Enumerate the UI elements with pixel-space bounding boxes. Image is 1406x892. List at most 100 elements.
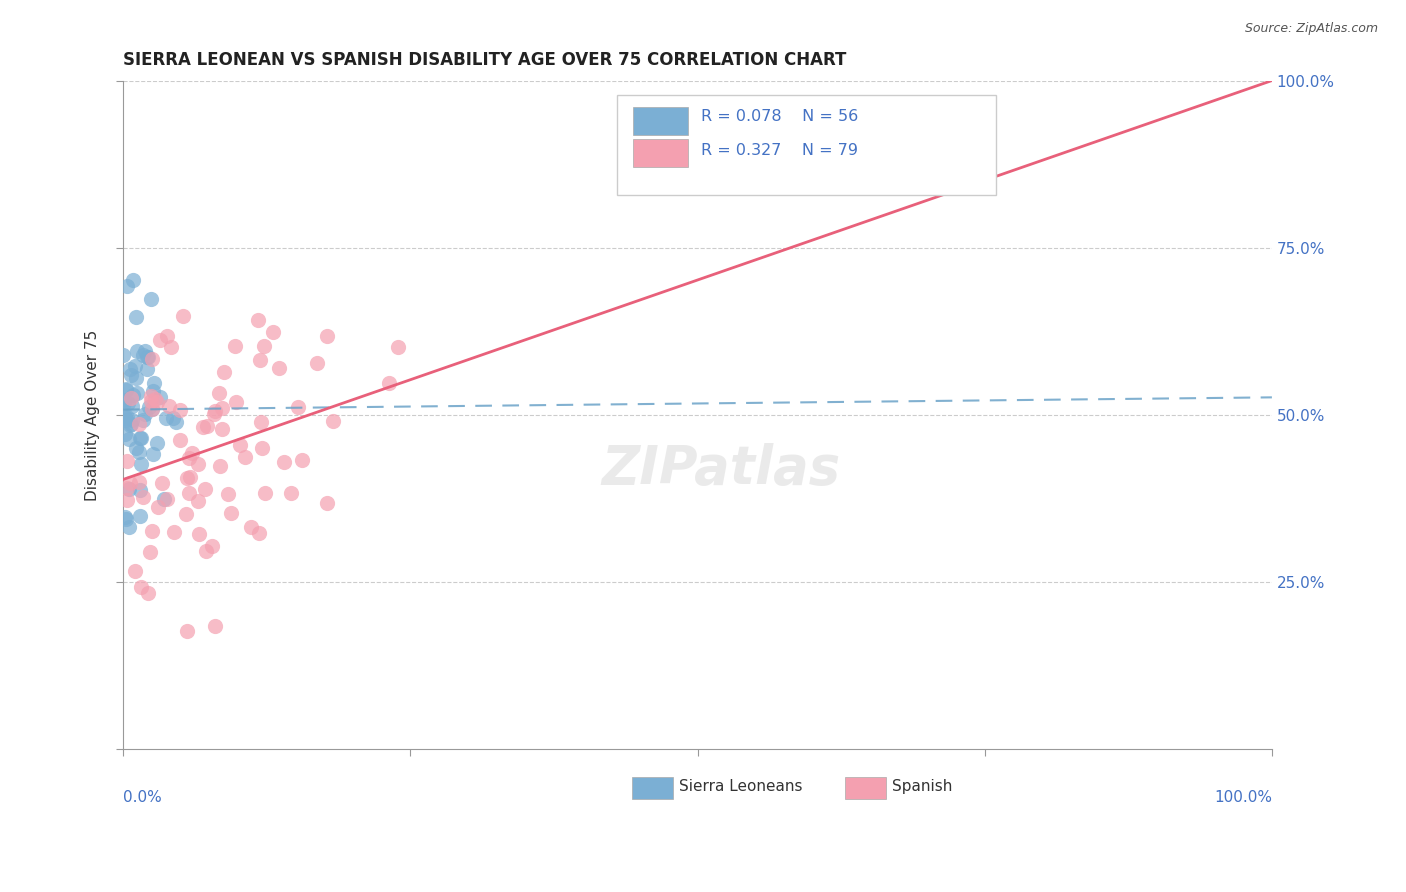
Point — [253, 486, 276, 500]
Point — [115, 279, 138, 293]
Point — [131, 458, 153, 472]
Point — [141, 292, 163, 306]
Point — [176, 471, 198, 485]
Point — [208, 385, 231, 400]
Point — [139, 545, 162, 559]
Point — [193, 419, 215, 434]
Point — [115, 481, 138, 495]
Point — [112, 396, 135, 410]
Point — [125, 310, 148, 325]
Point — [378, 376, 401, 391]
Point — [179, 470, 201, 484]
Point — [211, 401, 233, 415]
Point — [155, 411, 177, 425]
Point — [273, 455, 295, 469]
Point — [141, 393, 163, 408]
Point — [120, 417, 142, 431]
Point — [267, 361, 290, 376]
Point — [142, 384, 165, 399]
Point — [225, 395, 247, 409]
Point — [165, 415, 187, 429]
Point — [305, 356, 328, 370]
Point — [139, 389, 162, 403]
Point — [125, 344, 148, 359]
Point — [163, 524, 186, 539]
Point — [121, 399, 143, 413]
Point — [142, 446, 165, 460]
Point — [233, 450, 256, 465]
Point — [143, 392, 166, 407]
Text: 0.0%: 0.0% — [124, 789, 162, 805]
Point — [250, 415, 273, 429]
Point — [115, 493, 138, 508]
Point — [136, 350, 159, 364]
Point — [249, 353, 271, 368]
Point — [316, 329, 339, 343]
Text: Sierra Leoneans: Sierra Leoneans — [679, 780, 803, 795]
Point — [134, 344, 156, 359]
Point — [136, 350, 159, 364]
Y-axis label: Disability Age Over 75: Disability Age Over 75 — [86, 330, 100, 501]
Point — [120, 368, 142, 382]
Point — [120, 392, 142, 406]
FancyBboxPatch shape — [633, 139, 689, 167]
Point — [124, 370, 146, 384]
Point — [204, 404, 226, 418]
Text: R = 0.327    N = 79: R = 0.327 N = 79 — [702, 143, 858, 158]
Point — [187, 493, 209, 508]
Point — [128, 483, 150, 497]
Point — [132, 490, 155, 504]
Point — [150, 475, 173, 490]
Point — [240, 520, 263, 534]
Point — [153, 491, 176, 506]
FancyBboxPatch shape — [633, 778, 673, 799]
Point — [247, 526, 270, 541]
Point — [134, 407, 156, 421]
Point — [124, 359, 146, 373]
Point — [211, 422, 233, 436]
Point — [179, 451, 201, 466]
Point — [131, 348, 153, 362]
Point — [287, 400, 309, 414]
Point — [142, 376, 165, 390]
Point — [224, 339, 246, 353]
Point — [124, 564, 146, 578]
Point — [316, 496, 339, 510]
Point — [115, 454, 138, 468]
Point — [181, 445, 204, 459]
Point — [138, 400, 160, 414]
Point — [114, 509, 136, 524]
Point — [247, 313, 270, 327]
Point — [128, 445, 150, 459]
Point — [141, 401, 163, 416]
Point — [322, 413, 344, 427]
Point — [115, 383, 138, 397]
FancyBboxPatch shape — [633, 107, 689, 135]
Point — [118, 361, 141, 376]
Point — [125, 386, 148, 401]
Point — [194, 543, 217, 558]
Point — [128, 417, 150, 432]
Point — [173, 309, 195, 323]
Point — [122, 273, 145, 287]
Point — [194, 482, 217, 496]
Point — [115, 413, 138, 427]
Point — [160, 340, 183, 354]
Point — [188, 527, 211, 541]
Point — [250, 442, 273, 456]
Point — [162, 411, 184, 425]
Point — [208, 459, 231, 474]
Point — [157, 399, 180, 413]
Point — [115, 382, 138, 396]
Point — [121, 413, 143, 427]
Point — [124, 441, 146, 455]
Point — [118, 520, 141, 534]
Point — [114, 411, 136, 425]
Point — [201, 539, 224, 553]
Point — [387, 340, 409, 354]
Point — [117, 396, 139, 410]
Point — [149, 390, 172, 404]
Point — [176, 624, 198, 639]
Point — [169, 403, 191, 417]
Point — [118, 482, 141, 496]
